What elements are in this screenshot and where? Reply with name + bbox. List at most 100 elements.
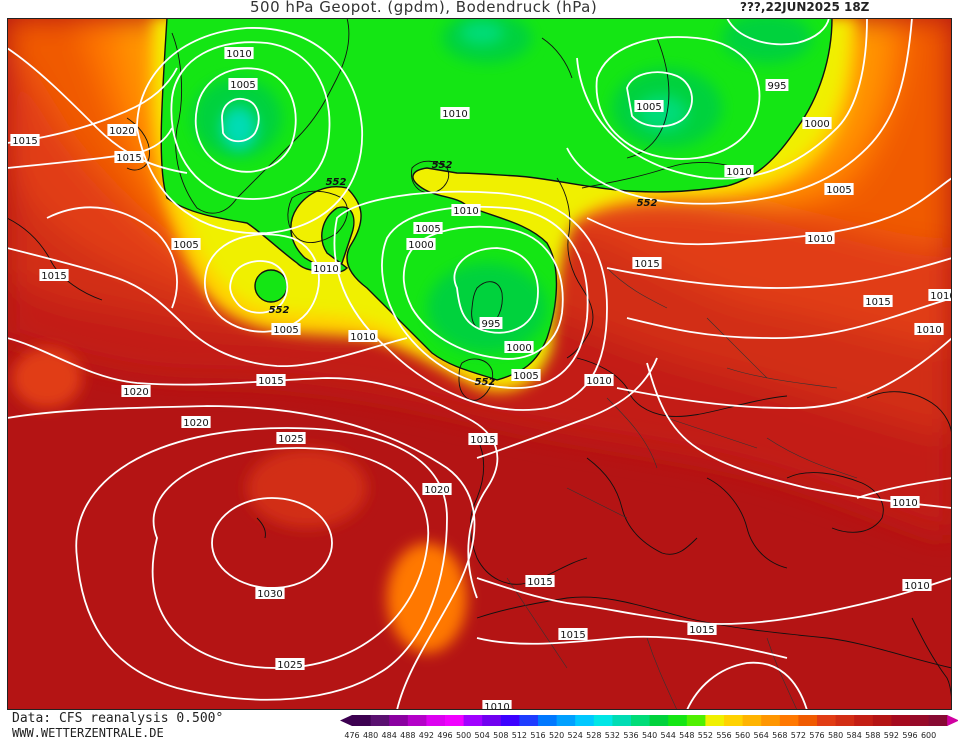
legend-tick-label: 592 — [884, 731, 899, 740]
legend-tick-label: 584 — [847, 731, 862, 740]
legend-tick-label: 500 — [456, 731, 471, 740]
legend-swatch — [742, 715, 762, 726]
svg-text:1005: 1005 — [173, 240, 198, 251]
legend-tick-label: 520 — [549, 731, 564, 740]
isobar-label: 1015 — [687, 623, 717, 636]
isobar-label: 1010 — [805, 232, 835, 245]
isobar-label: 1020 — [422, 483, 452, 496]
isobar-label: 1015 — [39, 269, 69, 282]
isobar-label: 1010 — [584, 374, 614, 387]
chart-header: 500 hPa Geopot. (gpdm), Bodendruck (hPa)… — [0, 0, 959, 18]
legend-tick-label: 548 — [679, 731, 694, 740]
legend-tick-label: 564 — [754, 731, 769, 740]
isobar-label: 1010 — [890, 496, 920, 509]
svg-text:1015: 1015 — [527, 577, 552, 588]
svg-text:1000: 1000 — [506, 343, 531, 354]
legend-swatch — [724, 715, 744, 726]
legend-swatch — [835, 715, 855, 726]
website-text: WWW.WETTERZENTRALE.DE — [12, 726, 164, 740]
color-legend: 476 480 484 488 492 496 500 504 508 512 516 520 524 5… — [340, 715, 958, 740]
legend-tick-label: 532 — [605, 731, 620, 740]
legend-tick-label: 580 — [828, 731, 843, 740]
legend-tick-label: 512 — [512, 731, 527, 740]
legend-tick-label: 600 — [921, 731, 936, 740]
data-source-text: Data: CFS reanalysis 0.500° — [12, 711, 224, 726]
legend-swatch — [389, 715, 409, 726]
chart-title: 500 hPa Geopot. (gpdm), Bodendruck (hPa) — [250, 0, 598, 16]
chart-datetime: ???,22JUN2025 18Z — [740, 0, 870, 14]
isobar-label: 1005 — [271, 323, 301, 336]
isobar-label: 1015 — [558, 628, 588, 641]
svg-text:1015: 1015 — [560, 630, 585, 641]
isobar-label: 1015 — [468, 433, 498, 446]
legend-tick-label: 524 — [568, 731, 583, 740]
legend-swatch — [463, 715, 483, 726]
legend-swatch — [426, 715, 446, 726]
svg-text:1020: 1020 — [109, 126, 134, 137]
legend-swatch — [519, 715, 539, 726]
svg-text:1015: 1015 — [116, 153, 141, 164]
svg-text:1010: 1010 — [484, 702, 509, 710]
legend-tick-label: 560 — [735, 731, 750, 740]
legend-tick-label: 572 — [791, 731, 806, 740]
legend-swatch — [612, 715, 632, 726]
legend-swatch — [482, 715, 502, 726]
legend-swatch — [761, 715, 781, 726]
isobar-label: 1025 — [275, 658, 305, 671]
svg-text:1015: 1015 — [865, 297, 890, 308]
geopotential-shading — [12, 348, 467, 653]
svg-text:1005: 1005 — [230, 80, 255, 91]
legend-tick-label: 476 — [344, 731, 359, 740]
legend-tick-label: 480 — [363, 731, 378, 740]
isobar-label: 995 — [479, 317, 503, 330]
legend-swatch — [649, 715, 669, 726]
legend-swatch — [593, 715, 613, 726]
geopotential-label: 552 — [475, 377, 496, 388]
svg-text:1010: 1010 — [442, 109, 467, 120]
legend-tick-label: 496 — [437, 731, 452, 740]
isobar-label: 1010 — [914, 323, 944, 336]
isobar-label: 1015 — [525, 575, 555, 588]
geopotential-label: 552 — [637, 198, 658, 209]
legend-swatch — [854, 715, 874, 726]
legend-tick-label: 504 — [475, 731, 490, 740]
legend-swatch — [686, 715, 706, 726]
svg-text:1005: 1005 — [826, 185, 851, 196]
legend-swatch — [779, 715, 799, 726]
legend-swatch — [928, 715, 948, 726]
isobar-label: 1020 — [121, 385, 151, 398]
svg-text:1005: 1005 — [415, 224, 440, 235]
isobar-label: 1005 — [511, 369, 541, 382]
isobar-label: 1010 — [348, 330, 378, 343]
svg-text:995: 995 — [767, 81, 786, 92]
geopotential-labels: 552 552 552 552 552 — [269, 160, 658, 388]
legend-tick-label: 544 — [661, 731, 676, 740]
legend-tick-label: 596 — [902, 731, 917, 740]
legend-swatch — [910, 715, 930, 726]
isobars — [7, 18, 952, 710]
isobar-label: 1010 — [440, 107, 470, 120]
isobar-label: 1000 — [406, 238, 436, 251]
svg-text:1005: 1005 — [513, 371, 538, 382]
legend-tick-label: 488 — [400, 731, 415, 740]
legend-swatch — [538, 715, 558, 726]
svg-text:1010: 1010 — [313, 264, 338, 275]
svg-text:1010: 1010 — [453, 206, 478, 217]
isobar-label: 1015 — [114, 151, 144, 164]
svg-text:1010: 1010 — [350, 332, 375, 343]
isobar-label: 1015 — [632, 257, 662, 270]
svg-text:1015: 1015 — [12, 136, 37, 147]
svg-text:1025: 1025 — [278, 434, 303, 445]
legend-swatch — [556, 715, 576, 726]
svg-text:1000: 1000 — [804, 119, 829, 130]
legend-tick-label: 492 — [419, 731, 434, 740]
isobar-label: 1030 — [255, 587, 285, 600]
legend-tick-label: 536 — [623, 731, 638, 740]
legend-swatch — [352, 715, 372, 726]
isobar-label: 1010 — [724, 165, 754, 178]
legend-swatch — [668, 715, 688, 726]
legend-tick-label: 516 — [530, 731, 545, 740]
isobar-label: 1020 — [107, 124, 137, 137]
legend-swatch — [872, 715, 892, 726]
svg-text:1005: 1005 — [636, 102, 661, 113]
